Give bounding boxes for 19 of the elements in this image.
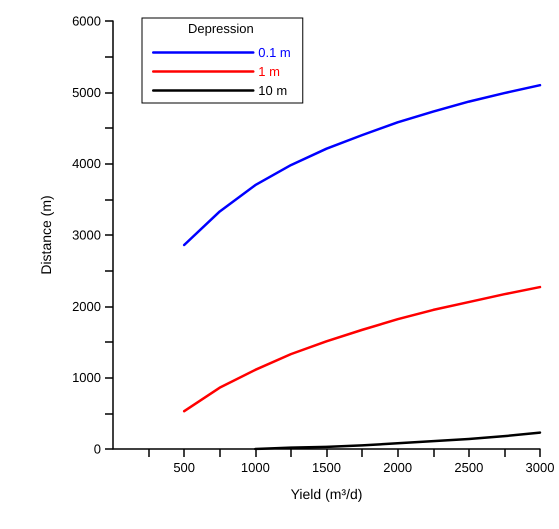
text: 1 m xyxy=(258,64,280,79)
text: 10 m xyxy=(258,83,288,98)
x-tick-label: 2000 xyxy=(383,460,412,475)
x-tick-label: 1500 xyxy=(312,460,341,475)
x-tick-label: 2500 xyxy=(454,460,484,475)
legend-title: Depression xyxy=(188,21,254,36)
x-tick-label: 1000 xyxy=(240,460,270,475)
y-tick-label: 0 xyxy=(94,442,101,456)
text: 0.1 m xyxy=(258,45,291,60)
y-tick-label: 5000 xyxy=(72,84,101,100)
x-tick-label: 500 xyxy=(173,460,196,475)
y-axis-title: Distance (m) xyxy=(38,195,54,275)
y-tick-label: 3000 xyxy=(72,228,101,242)
y-tick-label: 4000 xyxy=(72,156,101,172)
x-tick-label: 3000 xyxy=(526,460,554,475)
x-axis-title: Yield (m³/d) xyxy=(290,486,362,502)
y-tick-label: 1000 xyxy=(72,370,101,386)
y-tick-label: 2000 xyxy=(72,298,101,314)
y-tick-label: 6000 xyxy=(72,14,101,28)
